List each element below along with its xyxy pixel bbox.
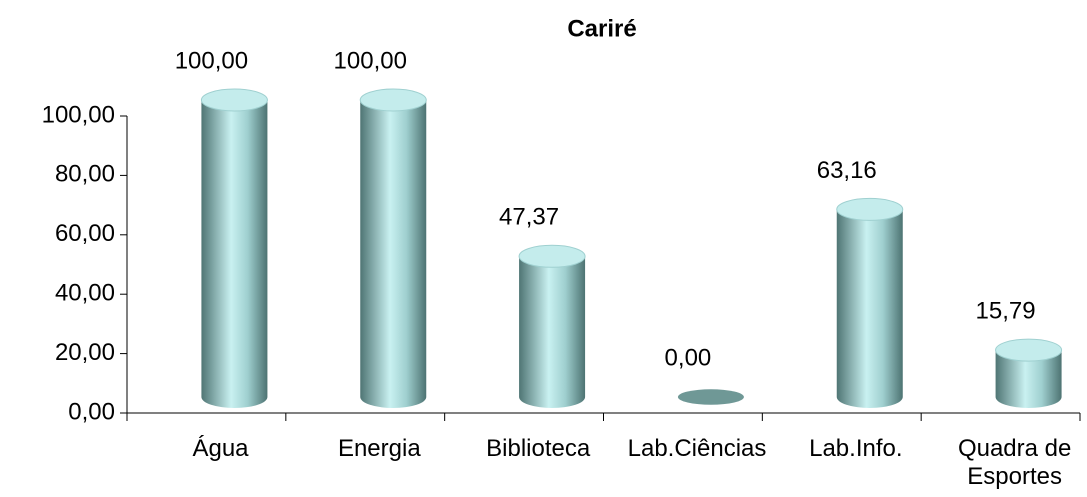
bar-body xyxy=(836,209,903,409)
bar-body xyxy=(201,100,268,409)
bar xyxy=(518,244,586,409)
value-label: 15,79 xyxy=(976,297,1036,324)
x-tick-label: Água xyxy=(192,435,249,462)
y-tick-label: 0,00 xyxy=(68,398,115,425)
bar-top xyxy=(518,244,586,268)
value-label: 100,00 xyxy=(334,47,407,74)
x-tick-label: Lab.Info. xyxy=(809,435,903,462)
x-tick-label: Quadra de Esportes xyxy=(957,435,1072,490)
bar-top xyxy=(359,88,427,112)
bar xyxy=(836,197,904,409)
y-tick-label: 60,00 xyxy=(55,220,115,247)
bar-top xyxy=(995,338,1063,362)
bar-body xyxy=(360,100,427,409)
y-tick-label: 100,00 xyxy=(42,101,115,128)
chart-title: Cariré xyxy=(567,15,636,42)
x-tick-label: Lab.Ciências xyxy=(627,435,767,462)
bar xyxy=(200,88,268,409)
bar xyxy=(995,338,1063,408)
bar-top xyxy=(200,88,268,112)
y-tick-label: 40,00 xyxy=(55,280,115,307)
x-tick-label: Biblioteca xyxy=(486,435,591,462)
x-tick-label: Energia xyxy=(337,435,421,462)
value-label: 47,37 xyxy=(499,204,559,231)
y-tick-label: 20,00 xyxy=(55,339,115,366)
value-label: 63,16 xyxy=(817,157,877,184)
bar-body xyxy=(995,350,1062,408)
bar-top xyxy=(836,197,904,221)
bar xyxy=(359,88,427,409)
y-tick-label: 80,00 xyxy=(55,161,115,188)
value-label: 0,00 xyxy=(665,344,712,371)
value-label: 100,00 xyxy=(175,47,248,74)
bar xyxy=(677,389,744,405)
bar-body xyxy=(519,256,586,409)
